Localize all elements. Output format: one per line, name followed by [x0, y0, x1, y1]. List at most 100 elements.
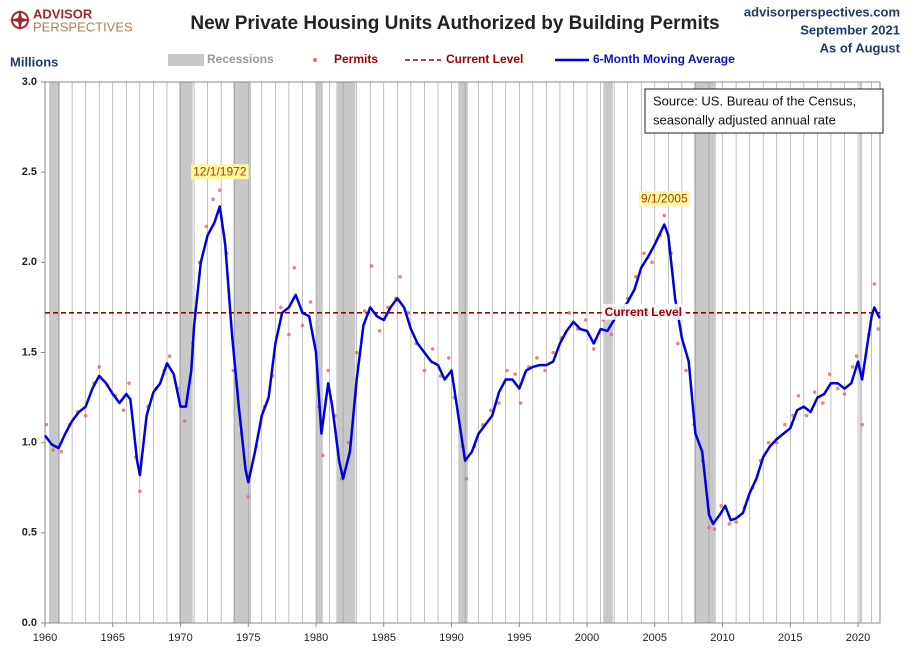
permit-point [719, 503, 723, 508]
permit-point [83, 413, 88, 418]
current-level-label: Current Level [605, 305, 682, 319]
legend-swatch-recessions [168, 54, 204, 66]
x-tick-label: 2005 [643, 632, 667, 644]
y-tick-label: 0.5 [22, 527, 37, 539]
x-tick-label: 1965 [101, 632, 125, 644]
recession-band [458, 82, 468, 623]
permit-point [821, 401, 825, 405]
logo-line2: PERSPECTIVES [33, 19, 133, 34]
permit-point [543, 368, 547, 373]
moving-average-line [44, 205, 881, 526]
source-text: seasonally adjusted annual rate [653, 112, 836, 127]
permit-point [362, 309, 367, 313]
x-tick-label: 2000 [575, 632, 599, 644]
permit-point [812, 390, 817, 394]
permit-point [842, 392, 847, 396]
legend-label: 6-Month Moving Average [593, 52, 735, 66]
permit-point [518, 401, 523, 405]
y-tick-label: 0.0 [22, 617, 37, 629]
permit-point [642, 251, 646, 256]
y-tick-label: 1.5 [22, 346, 37, 358]
permit-point [422, 368, 427, 373]
recession-band [336, 82, 356, 623]
permit-point [796, 393, 801, 398]
permit-point [44, 422, 49, 427]
x-tick-label: 1990 [439, 632, 463, 644]
permit-point [138, 489, 142, 494]
current-level-label-bg [601, 303, 686, 320]
permit-point [592, 347, 596, 351]
site-url: advisorperspectives.com [744, 4, 900, 19]
permit-point [860, 422, 864, 427]
y-tick-label: 2.0 [22, 256, 37, 268]
permit-point [204, 224, 209, 229]
permit-point [278, 305, 283, 310]
permit-point [430, 347, 435, 351]
recession-band [603, 82, 613, 623]
annotation: 9/1/2005 [641, 191, 688, 205]
x-tick-label: 1995 [507, 632, 531, 644]
permit-point [127, 381, 131, 385]
permit-point [377, 329, 382, 333]
recession-band [179, 82, 193, 623]
annotation-bg [191, 164, 249, 180]
permit-point [464, 476, 469, 481]
permit-point [497, 401, 501, 405]
permit-point [783, 422, 787, 427]
permit-point [354, 350, 359, 355]
permit-point [121, 408, 126, 413]
recession-band [859, 82, 863, 623]
permit-point [876, 327, 881, 331]
source-text: Source: US. Bureau of the Census, [653, 93, 856, 108]
chart-title: New Private Housing Units Authorized by … [190, 13, 719, 34]
permit-point [684, 368, 688, 373]
permit-point [320, 453, 325, 458]
source-box [644, 88, 884, 134]
permit-point [97, 365, 102, 369]
permit-point [707, 525, 711, 530]
permit-point [712, 527, 717, 532]
y-tick-label: 2.5 [22, 166, 37, 178]
permit-point [872, 282, 877, 286]
permit-point [398, 274, 402, 279]
permit-point [662, 213, 667, 218]
permit-point [734, 520, 738, 524]
permit-point [292, 265, 297, 270]
permit-point [211, 197, 215, 202]
y-axis-label: Millions [10, 54, 58, 69]
permit-point [766, 440, 771, 445]
permit-point [827, 372, 832, 376]
permit-point [854, 354, 859, 358]
permit-point [535, 356, 539, 360]
legend-swatch-permits [313, 58, 317, 62]
x-tick-label: 2015 [778, 632, 802, 644]
x-tick-label: 1960 [33, 632, 57, 644]
logo-line1: ADVISOR [33, 6, 93, 21]
permit-point [167, 354, 172, 358]
permit-point [727, 522, 732, 526]
permit-point [326, 368, 331, 373]
permit-point [182, 419, 187, 423]
permit-point [246, 494, 251, 499]
permit-point [447, 356, 451, 360]
x-tick-label: 1985 [372, 632, 396, 644]
permit-point [551, 350, 555, 355]
recession-band [316, 82, 323, 623]
x-tick-label: 2010 [710, 632, 734, 644]
logo-icon [9, 9, 31, 31]
permit-point [51, 448, 55, 452]
site-as-of: As of August [820, 40, 901, 55]
permit-point [513, 372, 518, 376]
permit-point [634, 274, 638, 279]
permit-point [567, 311, 572, 315]
permit-point [804, 413, 809, 418]
legend-label: Recessions [207, 52, 274, 66]
permit-point [583, 318, 588, 322]
permit-point [369, 264, 374, 268]
permit-point [609, 332, 614, 337]
y-tick-label: 1.0 [22, 437, 37, 449]
annotation: 12/1/1972 [193, 164, 247, 178]
y-tick-label: 3.0 [22, 76, 37, 88]
x-tick-label: 1970 [168, 632, 192, 644]
